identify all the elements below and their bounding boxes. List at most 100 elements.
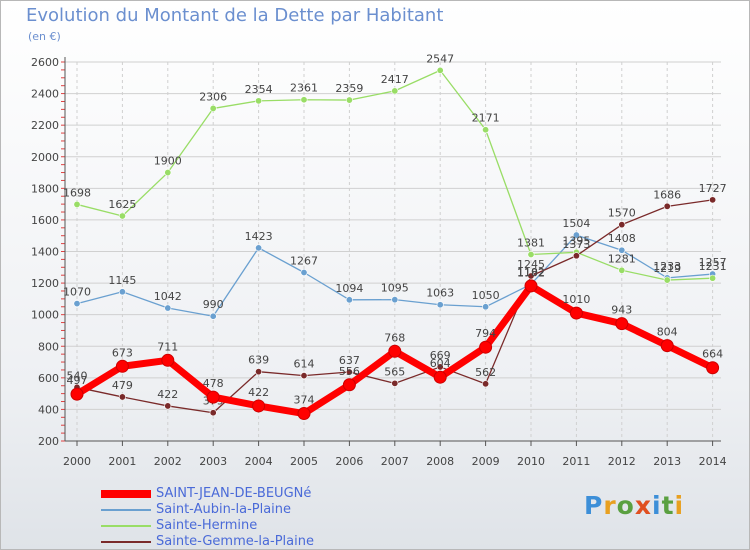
legend-label: Saint-Aubin-la-Plaine [156, 502, 292, 517]
data-label-saint_aubin: 1070 [63, 286, 91, 299]
data-label-sainte_gemme: 1727 [699, 182, 727, 195]
data-point-saint_aubin [209, 312, 217, 320]
data-label-sainte_hermine: 1219 [653, 262, 681, 275]
data-point-sainte_hermine [618, 266, 626, 274]
data-label-sainte_hermine: 2171 [472, 112, 500, 125]
data-label-sainte_hermine: 1698 [63, 186, 91, 199]
data-point-saint_jean [433, 370, 447, 384]
x-tick-label: 2013 [653, 455, 681, 468]
data-label-saint_aubin: 1504 [562, 217, 590, 230]
data-label-sainte_gemme: 637 [339, 354, 360, 367]
data-point-sainte_gemme [709, 196, 717, 204]
data-point-saint_aubin [391, 296, 399, 304]
data-point-saint_jean [115, 359, 129, 373]
data-label-saint_aubin: 1257 [699, 256, 727, 269]
data-point-sainte_gemme [482, 380, 490, 388]
x-tick-label: 2011 [562, 455, 590, 468]
data-label-saint_aubin: 1063 [426, 287, 454, 300]
data-label-sainte_gemme: 565 [384, 365, 405, 378]
x-tick-label: 2001 [108, 455, 136, 468]
data-label-sainte_gemme: 479 [112, 379, 133, 392]
data-label-sainte_gemme: 1686 [653, 188, 681, 201]
data-point-saint_jean [161, 353, 175, 367]
data-point-sainte_hermine [164, 169, 172, 177]
data-label-saint_aubin: 1050 [472, 289, 500, 302]
y-tick-label: 600 [38, 372, 59, 385]
data-label-saint_aubin: 1095 [381, 282, 409, 295]
legend-swatch [101, 525, 151, 527]
y-tick-label: 2400 [31, 88, 59, 101]
data-point-saint_aubin [345, 296, 353, 304]
data-point-sainte_gemme [663, 202, 671, 210]
data-label-sainte_hermine: 1381 [517, 237, 545, 250]
legend-swatch [101, 509, 151, 511]
x-tick-label: 2006 [335, 455, 363, 468]
x-tick-label: 2014 [699, 455, 727, 468]
data-label-saint_aubin: 990 [203, 298, 224, 311]
data-label-saint_jean: 804 [657, 326, 678, 339]
data-point-saint_aubin [482, 303, 490, 311]
data-point-saint_jean [252, 399, 266, 413]
x-tick-label: 2010 [517, 455, 545, 468]
y-tick-label: 400 [38, 403, 59, 416]
x-tick-label: 2003 [199, 455, 227, 468]
legend-swatch [101, 541, 151, 543]
y-tick-label: 2200 [31, 119, 59, 132]
data-label-saint_aubin: 1423 [245, 230, 273, 243]
data-label-saint_jean: 794 [475, 327, 496, 340]
data-label-sainte_gemme: 1373 [562, 238, 590, 251]
data-point-saint_jean [388, 344, 402, 358]
y-tick-label: 200 [38, 435, 59, 448]
y-tick-label: 1800 [31, 182, 59, 195]
data-point-sainte_hermine [73, 200, 81, 208]
data-label-sainte_hermine: 2359 [335, 82, 363, 95]
data-label-sainte_gemme: 540 [67, 369, 88, 382]
data-point-sainte_gemme [527, 272, 535, 280]
data-point-sainte_gemme [209, 409, 217, 417]
data-label-sainte_hermine: 1395 [562, 234, 590, 247]
data-label-saint_jean: 497 [67, 374, 88, 387]
data-point-saint_jean [706, 361, 720, 375]
data-point-saint_jean [569, 306, 583, 320]
data-point-sainte_gemme [164, 402, 172, 410]
data-label-saint_aubin: 1145 [108, 274, 136, 287]
data-label-saint_aubin: 1408 [608, 232, 636, 245]
data-label-saint_jean: 556 [339, 365, 360, 378]
chart-unit-label: (en €) [28, 30, 61, 43]
data-label-sainte_hermine: 2354 [245, 83, 273, 96]
data-point-sainte_hermine [118, 212, 126, 220]
data-point-sainte_gemme [436, 363, 444, 371]
data-point-sainte_hermine [209, 104, 217, 112]
data-label-saint_jean: 943 [611, 304, 632, 317]
data-point-sainte_gemme [391, 379, 399, 387]
x-tick-label: 2009 [472, 455, 500, 468]
data-label-sainte_hermine: 1900 [154, 155, 182, 168]
data-point-sainte_hermine [527, 251, 535, 259]
data-point-saint_jean [297, 407, 311, 421]
data-point-sainte_hermine [255, 97, 263, 105]
data-label-sainte_hermine: 1625 [108, 198, 136, 211]
x-tick-label: 2012 [608, 455, 636, 468]
data-point-sainte_hermine [345, 96, 353, 104]
data-point-sainte_hermine [436, 66, 444, 74]
data-label-sainte_gemme: 639 [248, 354, 269, 367]
data-point-saint_aubin [300, 269, 308, 277]
y-tick-label: 1400 [31, 246, 59, 259]
data-label-sainte_gemme: 422 [157, 388, 178, 401]
proxiti-logo: Proxiti [584, 491, 685, 520]
data-label-saint_aubin: 1233 [653, 260, 681, 273]
data-point-sainte_gemme [255, 368, 263, 376]
y-tick-label: 2600 [31, 56, 59, 69]
data-point-sainte_hermine [663, 276, 671, 284]
data-label-saint_jean: 478 [203, 377, 224, 390]
data-point-sainte_hermine [300, 96, 308, 104]
data-point-sainte_hermine [391, 87, 399, 95]
data-point-sainte_hermine [482, 126, 490, 134]
data-point-saint_aubin [436, 301, 444, 309]
x-tick-label: 2002 [154, 455, 182, 468]
data-label-sainte_hermine: 1231 [699, 260, 727, 273]
legend-label: SAINT-JEAN-DE-BEUGNé [156, 486, 312, 501]
data-point-saint_aubin [572, 231, 580, 239]
